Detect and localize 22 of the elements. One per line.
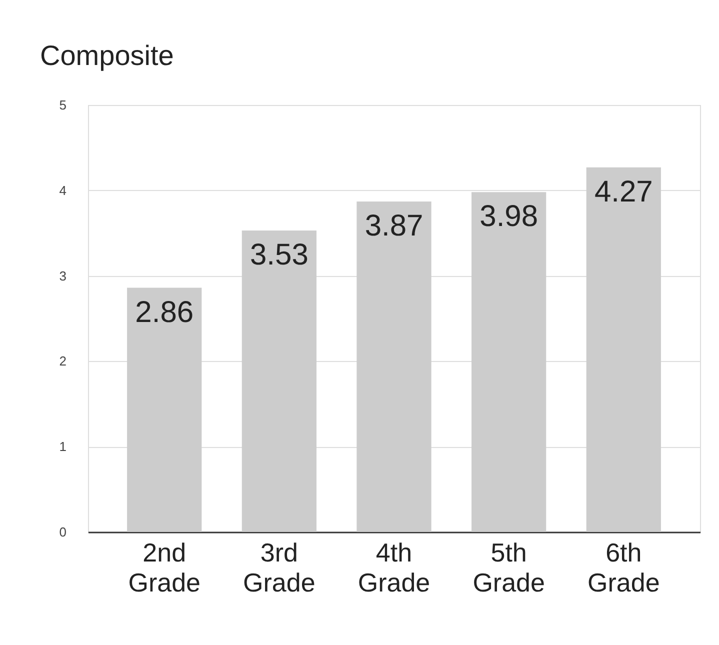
y-tick-label: 2	[59, 354, 66, 369]
y-tick-label: 0	[59, 524, 66, 540]
y-tick-label: 3	[59, 268, 66, 284]
y-tick-label: 1	[59, 439, 66, 454]
bar	[472, 192, 546, 532]
bar	[127, 288, 202, 532]
bar	[586, 167, 661, 532]
bar	[242, 230, 316, 532]
chart-title: Composite	[40, 40, 174, 71]
x-tick-label: 6th Grade	[588, 538, 660, 598]
data-label: 4.27	[594, 175, 653, 208]
bar	[356, 202, 432, 532]
y-tick-label: 4	[59, 182, 66, 198]
x-tick-label: 2nd Grade	[128, 538, 200, 598]
x-tick-label: 5th Grade	[472, 538, 545, 598]
data-label: 3.87	[364, 210, 424, 242]
x-tick-label: 3rd Grade	[243, 538, 316, 598]
y-tick-label: 5	[59, 98, 66, 112]
data-label: 2.86	[135, 296, 194, 329]
data-label: 3.98	[480, 200, 538, 234]
x-tick-label: 4th Grade	[358, 538, 430, 598]
data-label: 3.53	[250, 238, 308, 272]
